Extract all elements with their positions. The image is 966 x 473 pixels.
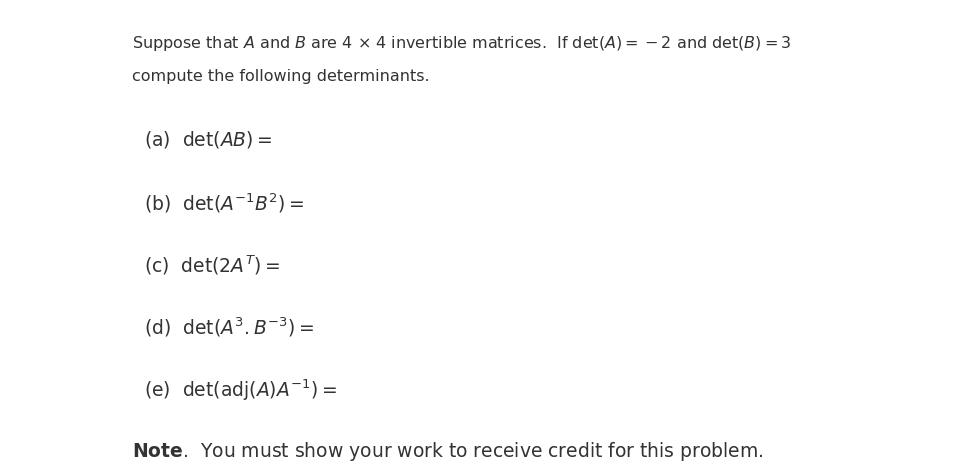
Text: (e)  det$(\mathrm{adj}(A)A^{-1}) =$: (e) det$(\mathrm{adj}(A)A^{-1}) =$ xyxy=(144,377,337,403)
Text: $\mathbf{Note}$.  You must show your work to receive credit for this problem.: $\mathbf{Note}$. You must show your work… xyxy=(131,440,763,463)
Text: (b)  det$(A^{-1}B^2) =$: (b) det$(A^{-1}B^2) =$ xyxy=(144,192,304,215)
Text: (a)  det$(AB) =$: (a) det$(AB) =$ xyxy=(144,129,272,150)
Text: compute the following determinants.: compute the following determinants. xyxy=(131,69,430,84)
Text: Suppose that $A$ and $B$ are 4 $\times$ 4 invertible matrices.  If det$(A) = -2$: Suppose that $A$ and $B$ are 4 $\times$ … xyxy=(131,34,791,53)
Text: (c)  det$(2A^T) =$: (c) det$(2A^T) =$ xyxy=(144,253,280,277)
Text: (d)  det$(A^3.B^{-3}) =$: (d) det$(A^3.B^{-3}) =$ xyxy=(144,315,314,339)
